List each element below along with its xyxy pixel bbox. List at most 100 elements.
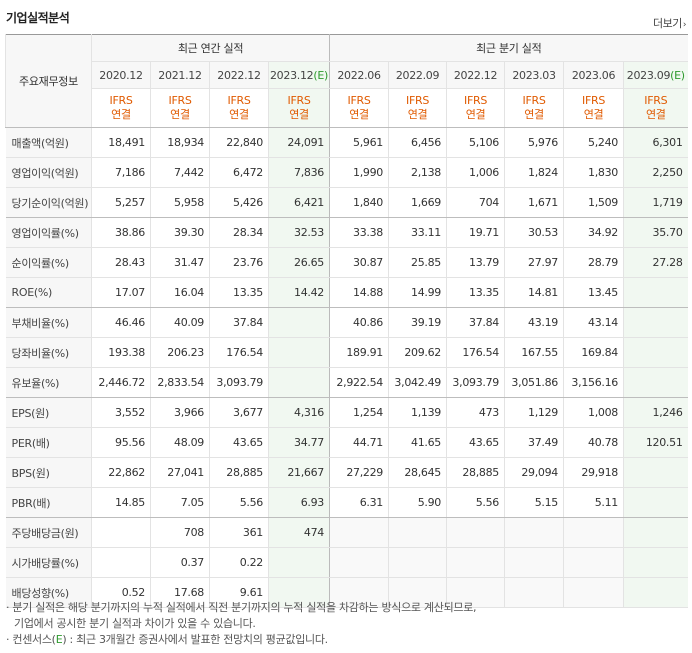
period-label: 2021.12 [158,68,202,82]
table-cell [446,577,505,608]
table-cell [91,547,151,578]
period-label: 2022.09 [395,68,440,82]
table-cell [504,577,564,608]
table-cell: 5,240 [563,127,624,158]
consolidated-label: 연결 [583,108,604,121]
ifrs-label: IFRS [644,94,668,107]
table-cell: 23.76 [209,247,269,278]
period-header: 2022.06 [329,61,389,89]
table-cell: 3,051.86 [504,367,564,398]
row-label: EPS(원) [5,397,92,428]
period-label: 2020.12 [99,68,143,82]
table-row: BPS(원) 22,862 27,041 28,885 21,667 27,229 28,6… [5,457,688,488]
period-label: 2023.09 [626,68,671,82]
table-cell: 41.65 [388,427,447,458]
table-row: 당좌비율(%) 193.38 206.23 176.54 189.91 209.62 176… [5,337,688,368]
group-header-row: 주요재무정보 최근 연간 실적 최근 분기 실적 [5,34,688,128]
table-row: 주당배당금(원) 708 361 474 [5,517,688,548]
table-cell: 361 [209,517,269,548]
estimate-mark: (E) [670,68,685,82]
table-cell: 189.91 [329,337,389,368]
table-row: PBR(배) 14.85 7.05 5.56 6.93 6.31 5.90 5.56 5.15 5… [5,487,688,518]
table-cell: 16.04 [150,277,210,308]
period-label: 2022.12 [453,68,498,82]
table-cell: 5.11 [563,487,624,518]
table-cell: 5.56 [209,487,269,518]
period-label: 2023.06 [571,68,616,82]
table-cell: 28,885 [446,457,505,488]
consolidated-label: 연결 [349,108,369,121]
table-cell: 39.19 [388,307,447,338]
table-cell: 48.09 [150,427,210,458]
table-cell: 21,667 [267,457,330,488]
table-cell: 14.42 [267,277,330,308]
table-cell [563,547,624,578]
table-cell [623,547,688,578]
table-cell: 2,922.54 [329,367,389,398]
table-cell: 34.92 [563,217,624,248]
footnotes: · 분기 실적은 해당 분기까지의 누적 실적에서 직전 분기까지의 누적 실적… [6,600,477,648]
ifrs-header: IFRS 연결 [150,88,210,128]
table-cell: 22,862 [91,457,151,488]
ifrs-header: IFRS 연결 [267,88,330,128]
table-cell: 44.71 [329,427,389,458]
table-cell: 167.55 [504,337,564,368]
table-cell [563,577,624,608]
table-row: 순이익률(%) 28.43 31.47 23.76 26.65 30.87 25.85 13.… [5,247,688,278]
table-cell: 1,246 [623,397,688,428]
table-cell: 0.37 [150,547,210,578]
table-cell: 30.53 [504,217,564,248]
estimate-mark: E [55,633,63,646]
table-cell: 33.38 [329,217,389,248]
table-cell: 206.23 [150,337,210,368]
table-cell: 19.71 [446,217,505,248]
more-label[interactable]: 더보기 [653,17,682,30]
table-row: 영업이익률(%) 38.86 39.30 28.34 32.53 33.38 33.11 19… [5,217,688,248]
ifrs-label: IFRS [464,94,488,107]
table-cell [623,307,688,338]
row-label: PER(배) [5,427,92,458]
period-header: 2022.12 [446,61,505,89]
ifrs-header-row: IFRS 연결 IFRS 연결 IFRS 연결 IFRS 연결 IFRS 연결 IFRS 연결 IFRS… [6,88,688,128]
row-label: 배당성향(%) [5,577,92,608]
table-cell: 1,671 [504,187,564,218]
table-cell: 176.54 [446,337,505,368]
table-cell: 9.61 [209,577,269,608]
table-cell: 29,918 [563,457,624,488]
table-cell: 5.56 [446,487,505,518]
ifrs-header: IFRS 연결 [91,88,151,128]
table-cell: 5,976 [504,127,564,158]
table-cell: 18,491 [91,127,151,158]
ifrs-header: IFRS 연결 [504,88,564,128]
table-row: 당기순이익(억원) 5,257 5,958 5,426 6,421 1,840 1,669 7… [5,187,688,218]
table-cell: 3,093.79 [446,367,505,398]
table-cell: 39.30 [150,217,210,248]
row-label: 주당배당금(원) [5,517,92,548]
ifrs-label: IFRS [522,94,546,107]
table-cell: 0.22 [209,547,269,578]
period-header: 2023.12(E) [267,61,330,89]
table-cell: 40.86 [329,307,389,338]
consolidated-label: 연결 [524,108,544,121]
period-label: 2022.06 [337,68,381,82]
footnote-1: · 분기 실적은 해당 분기까지의 누적 실적에서 직전 분기까지의 누적 실적… [6,601,477,614]
table-cell: 30.87 [329,247,389,278]
ifrs-label: IFRS [406,94,430,107]
table-cell: 14.99 [388,277,447,308]
table-cell: 28.79 [563,247,624,278]
table-cell: 25.85 [388,247,447,278]
row-label: BPS(원) [5,457,92,488]
footnote-1-cont: 기업에서 공시한 분기 실적과 차이가 있을 수 있습니다. [14,617,256,630]
table-cell: 14.81 [504,277,564,308]
table-cell: 3,677 [209,397,269,428]
period-label: 2022.12 [217,68,261,82]
ifrs-header: IFRS 연결 [329,88,389,128]
table-cell: 3,156.16 [563,367,624,398]
table-cell: 1,719 [623,187,688,218]
ifrs-label: IFRS [227,94,251,107]
table-cell: 708 [150,517,210,548]
more-link[interactable]: 더보기› [653,15,687,31]
group-annual-header: 최근 연간 실적 [90,34,330,62]
table-cell: 37.49 [504,427,564,458]
table-cell: 37.84 [209,307,269,338]
